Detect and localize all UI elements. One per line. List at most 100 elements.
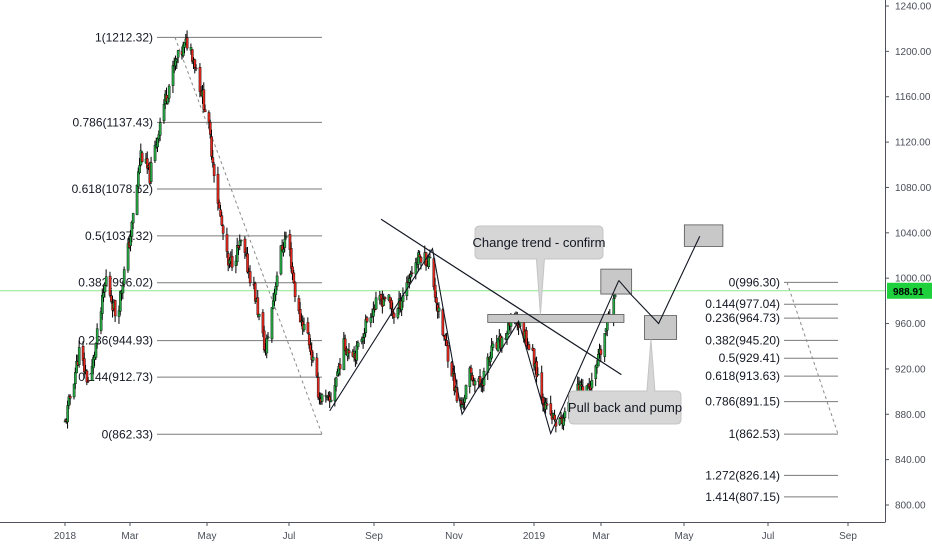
zone-box[interactable] — [644, 315, 678, 340]
trend-line-down[interactable] — [429, 250, 622, 376]
candle-body — [194, 67, 198, 70]
price-axis-label: 1040.00 — [895, 228, 932, 239]
price-axis-background[interactable] — [885, 0, 932, 550]
callouts[interactable]: Change trend - confirm Pull back and pump — [473, 225, 683, 425]
candle-body — [162, 104, 166, 121]
fib2-level-label: 0.236(964.73) — [705, 311, 780, 325]
time-axis-label: Nov — [445, 531, 463, 542]
fib2-level-label: 0.5(929.41) — [719, 351, 780, 365]
fib2-level-label: 0.144(977.04) — [705, 297, 780, 311]
time-axis[interactable]: 2018 Mar May Jul Sep Nov 2019 Mar May Jul Sep — [0, 522, 932, 550]
candle-body — [243, 238, 247, 253]
candle-body — [265, 338, 269, 354]
candle-body — [342, 338, 346, 371]
candle-body — [121, 285, 125, 294]
fib-retracement-1[interactable]: 1(1212.32) 0.786(1137.43) 0.618(1078.62) 0.… — [72, 30, 323, 441]
candle-body — [590, 380, 594, 389]
fib1-level-label: 0.5(1037.32) — [85, 229, 153, 243]
price-axis-label: 1000.00 — [895, 274, 932, 285]
candle-body — [356, 342, 360, 347]
fib1-trend-line[interactable] — [174, 37, 323, 435]
candle-body — [216, 173, 220, 204]
candle-body — [553, 414, 556, 421]
price-axis-label: 960.00 — [895, 319, 926, 330]
candle-body — [230, 255, 234, 268]
candle-body — [225, 234, 229, 252]
candle-body — [193, 59, 197, 68]
candle-body — [446, 345, 450, 362]
fib-retracement-2[interactable]: 0(996.30) 0.144(977.04)0.236(964.73) 0.382… — [705, 275, 839, 504]
price-axis-label: 840.00 — [895, 455, 926, 466]
price-axis-label: 920.00 — [895, 364, 926, 375]
time-axis-label: 2019 — [523, 531, 546, 542]
price-axis-label: 880.00 — [895, 410, 926, 421]
fib2-level-label: 1(862.53) — [729, 427, 780, 441]
current-price-badge[interactable] — [887, 282, 932, 299]
candle-body — [95, 328, 99, 344]
candle-body — [113, 300, 117, 317]
current-price-label: 988.91 — [893, 287, 924, 298]
candle-body — [419, 257, 423, 263]
candle-body — [365, 317, 369, 322]
candle-body — [428, 256, 432, 259]
candle-body — [270, 307, 274, 340]
candle-body — [131, 213, 135, 224]
candle-body — [320, 394, 324, 402]
candle-body — [212, 164, 216, 176]
time-axis-label: May — [198, 531, 217, 542]
zone-box[interactable] — [487, 314, 625, 323]
fib2-level-label: 1.414(807.15) — [705, 490, 780, 504]
projection-line[interactable] — [618, 235, 701, 325]
candle-body — [562, 418, 565, 426]
fib2-level-label: 0.618(913.63) — [705, 369, 780, 383]
candle-body — [275, 275, 279, 287]
candle-body — [149, 162, 153, 182]
candle-body — [85, 370, 89, 383]
price-axis[interactable]: 800.00 840.00 880.00 920.00 960.00 1000.00 104… — [885, 0, 932, 550]
zigzag-line[interactable] — [329, 247, 620, 436]
candle-body — [185, 37, 189, 49]
candle-body — [329, 399, 333, 402]
candle-body — [266, 336, 270, 339]
candlestick-series — [63, 30, 618, 433]
fib2-trend-line[interactable] — [786, 282, 839, 435]
candle-body — [558, 418, 562, 425]
trend-line-upper[interactable] — [380, 218, 431, 252]
price-axis-label: 1160.00 — [895, 92, 931, 103]
callout-bubble[interactable] — [568, 339, 682, 425]
candle-body — [418, 254, 422, 258]
candle-body — [603, 333, 607, 357]
candle-body — [140, 152, 144, 162]
candle-body — [104, 276, 108, 286]
callout-bubble[interactable] — [474, 225, 604, 315]
candle-body — [293, 282, 297, 297]
fib1-level-label: 0.618(1078.62) — [72, 182, 153, 196]
candle-body — [302, 324, 306, 331]
fib1-level-label: 1(1212.32) — [95, 30, 153, 44]
price-axis-label: 1240.00 — [895, 2, 932, 13]
candle-body — [306, 322, 310, 334]
candle-body — [167, 85, 171, 99]
candle-body — [383, 297, 387, 299]
candle-body — [545, 403, 549, 406]
candle-body — [176, 50, 180, 58]
time-axis-background[interactable] — [0, 522, 932, 550]
candle-body — [613, 294, 617, 298]
candle-body — [392, 313, 396, 318]
callout-text: Change trend - confirm — [473, 235, 606, 250]
candle-body — [256, 297, 260, 315]
callout-text: Pull back and pump — [568, 400, 682, 415]
trend-lines[interactable] — [329, 218, 701, 436]
candle-body — [536, 374, 540, 376]
time-axis-label: Sep — [839, 531, 857, 542]
candle-body — [334, 377, 338, 387]
fib1-level-label: 0.236(944.93) — [78, 334, 153, 348]
candle-body — [311, 356, 315, 361]
candle-body — [527, 344, 531, 350]
zone-box[interactable] — [683, 224, 724, 247]
fib1-level-label: 0.786(1137.43) — [72, 115, 153, 129]
annotation-boxes[interactable] — [487, 224, 724, 340]
candle-body — [210, 136, 213, 157]
candle-body — [469, 367, 473, 374]
